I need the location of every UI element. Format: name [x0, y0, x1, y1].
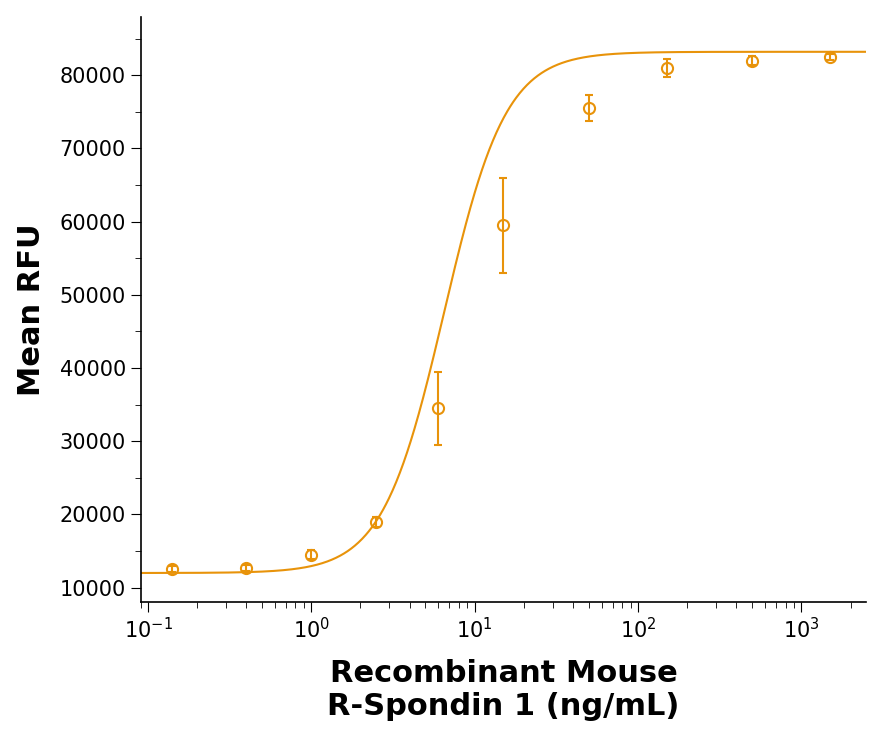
X-axis label: Recombinant Mouse
R-Spondin 1 (ng/mL): Recombinant Mouse R-Spondin 1 (ng/mL) [328, 659, 680, 721]
Y-axis label: Mean RFU: Mean RFU [17, 223, 46, 396]
